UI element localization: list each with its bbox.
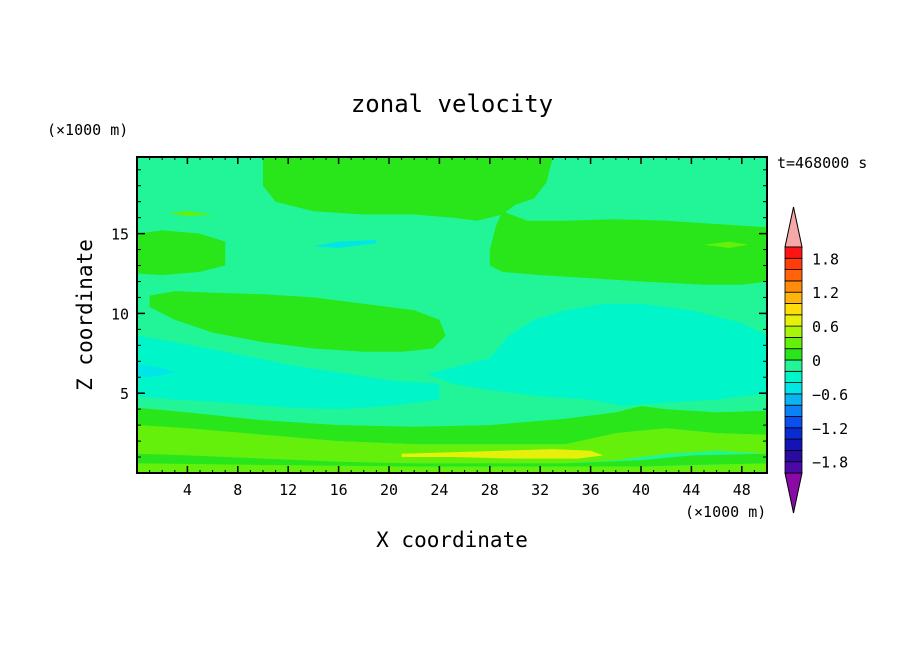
colorbar-segment <box>784 370 803 383</box>
x-tick-label: 20 <box>380 481 398 499</box>
contour-region <box>313 240 377 248</box>
colorbar-segment <box>784 393 803 406</box>
colorbar-tick-label: 0 <box>812 352 821 370</box>
contour-region <box>137 425 767 464</box>
colorbar-segment <box>784 359 803 372</box>
colorbar-segment <box>784 427 803 440</box>
colorbar-segment <box>784 246 803 259</box>
x-tick-label: 28 <box>481 481 499 499</box>
contour-region <box>168 211 213 217</box>
x-tick-label: 48 <box>733 481 751 499</box>
colorbar-segment <box>784 269 803 282</box>
x-tick-label: 24 <box>430 481 448 499</box>
colorbar-segment <box>784 257 803 270</box>
contour-field <box>137 157 767 473</box>
y-tick-label: 10 <box>111 305 129 323</box>
colorbar-segment <box>784 438 803 451</box>
colorbar-segment <box>784 382 803 395</box>
x-tick-label: 32 <box>531 481 549 499</box>
x-axis-label: X coordinate <box>376 528 528 552</box>
chart-title: zonal velocity <box>351 90 553 118</box>
x-tick-label: 8 <box>233 481 242 499</box>
x-tick-label: 4 <box>183 481 192 499</box>
x-tick-label: 40 <box>632 481 650 499</box>
colorbar-segment <box>784 336 803 350</box>
colorbar-under-triangle <box>784 472 803 514</box>
contour-region <box>149 291 446 352</box>
colorbar-segment <box>784 449 803 463</box>
x-tick-label: 36 <box>582 481 600 499</box>
colorbar-tick-label: 1.8 <box>812 250 839 268</box>
contour-region <box>137 364 175 378</box>
colorbar-tick-label: −0.6 <box>812 386 848 404</box>
colorbar-segment <box>784 291 803 304</box>
time-label: t=468000 s <box>777 154 867 172</box>
colorbar-segment <box>784 461 803 474</box>
y-axis-label: Z coordinate <box>73 239 97 391</box>
contour-region <box>263 157 553 221</box>
x-tick-label: 12 <box>279 481 297 499</box>
colorbar-tick-label: −1.2 <box>812 420 848 438</box>
contour-region <box>401 449 604 459</box>
y-axis: 5 10 15 <box>111 169 767 458</box>
x-axis: 4 8 12 16 20 24 28 32 36 40 44 48 <box>149 157 755 499</box>
x-tick-label: 16 <box>330 481 348 499</box>
colorbar-tick-label: 1.2 <box>812 284 839 302</box>
contour-region <box>704 241 749 248</box>
colorbar-tick-label: 0.6 <box>812 318 839 336</box>
colorbar-segment <box>784 348 803 361</box>
contour-region <box>137 463 767 473</box>
contour-region <box>489 211 767 285</box>
contour-region <box>137 230 226 276</box>
colorbar-segment <box>784 280 803 293</box>
y-tick-label: 15 <box>111 226 129 244</box>
contour-region <box>426 303 767 406</box>
colorbar-segment <box>784 416 803 429</box>
x-unit-label: (×1000 m) <box>685 503 766 521</box>
y-tick-label: 5 <box>120 385 129 403</box>
colorbar-segment <box>784 325 803 338</box>
colorbar: −1.8 −1.2 −0.6 0 0.6 1.2 1.8 <box>784 206 848 514</box>
colorbar-segment <box>784 303 803 316</box>
colorbar-tick-label: −1.8 <box>812 454 848 472</box>
colorbar-over-triangle <box>784 206 803 248</box>
contour-region <box>137 406 767 445</box>
contour-region <box>137 453 767 467</box>
y-unit-label: (×1000 m) <box>47 121 128 139</box>
colorbar-segment <box>784 404 803 417</box>
contour-region <box>137 335 440 410</box>
colorbar-segment <box>784 314 803 327</box>
x-tick-label: 44 <box>682 481 700 499</box>
